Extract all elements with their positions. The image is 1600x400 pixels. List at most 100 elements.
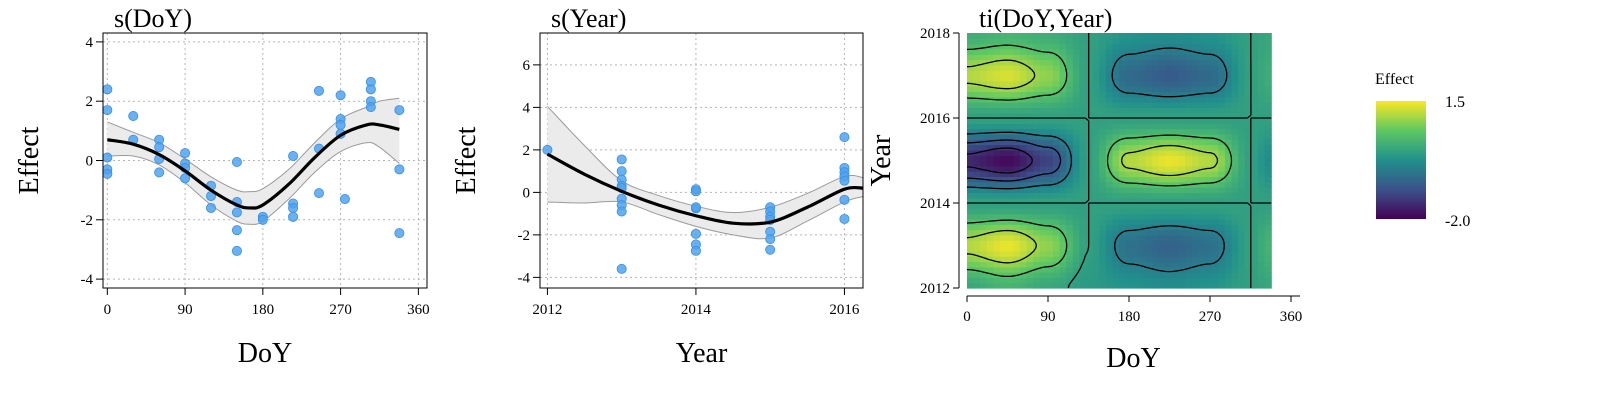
heatmap-cell <box>1125 277 1133 284</box>
heatmap-cell <box>1039 266 1047 273</box>
heatmap-cell <box>1019 229 1028 236</box>
heatmap-cell <box>1158 277 1166 284</box>
heatmap-cell <box>1006 48 1014 55</box>
heatmap-cell <box>1231 213 1239 220</box>
heatmap-cell <box>986 234 995 241</box>
heatmap-cell <box>1052 107 1061 114</box>
heatmap-cell <box>1079 86 1087 93</box>
heatmap-cell <box>1165 59 1173 66</box>
heatmap-cell <box>1072 75 1081 82</box>
heatmap-cell <box>1224 86 1233 93</box>
heatmap-cell <box>1158 192 1166 199</box>
heatmap-cell <box>1158 155 1166 162</box>
heatmap-cell <box>1172 160 1180 167</box>
heatmap-cell <box>986 155 995 162</box>
heatmap-cell <box>1039 272 1047 278</box>
heatmap-cell <box>1218 43 1226 50</box>
heatmap-cell <box>1145 213 1153 220</box>
heatmap-cell <box>1205 123 1213 130</box>
heatmap-cell <box>1198 144 1206 151</box>
heatmap-cell <box>1231 181 1239 188</box>
heatmap-cell <box>1145 107 1153 114</box>
heatmap-cell <box>1000 70 1008 77</box>
heatmap-cell <box>1191 187 1200 193</box>
heatmap-cell <box>1231 160 1239 167</box>
heatmap-cell <box>1079 149 1087 156</box>
heatmap-cell <box>1231 144 1239 151</box>
heatmap-cell <box>1072 229 1081 236</box>
doy-data-point <box>339 194 350 205</box>
heatmap-cell <box>1191 229 1200 236</box>
heatmap-cell <box>1185 128 1193 135</box>
heatmap-cell <box>1264 192 1272 199</box>
heatmap-cell <box>1165 102 1173 108</box>
heatmap-cell <box>986 123 995 130</box>
heatmap-cell <box>1059 149 1067 156</box>
heatmap-cell <box>1092 224 1100 231</box>
heatmap-cell <box>1092 256 1100 263</box>
heatmap-cell <box>967 197 975 204</box>
heatmap-cell <box>1006 54 1014 61</box>
heatmap-cell <box>1052 176 1061 183</box>
heatmap-cell <box>1158 144 1166 151</box>
heatmap-cell <box>980 187 988 193</box>
heatmap-cell <box>1132 234 1140 241</box>
heatmap-cell <box>1251 123 1259 130</box>
heatmap-cell <box>1046 38 1054 45</box>
heatmap-cell <box>1152 203 1160 209</box>
heatmap-cell <box>1099 91 1107 98</box>
heatmap-cell <box>1191 139 1200 146</box>
heatmap-cell <box>1026 75 1034 82</box>
heatmap-cell <box>1172 33 1180 39</box>
heatmap-cell <box>967 261 975 268</box>
heatmap-cell <box>1257 107 1266 114</box>
heatmap-cell <box>1257 149 1266 156</box>
doy-data-point <box>257 214 268 225</box>
heatmap-cell <box>1099 192 1107 199</box>
heatmap-cell <box>1198 139 1206 146</box>
heatmap-cell <box>1257 70 1266 77</box>
heatmap-cell <box>1066 192 1074 199</box>
heatmap-cell <box>1172 75 1180 82</box>
heatmap-cell <box>1178 272 1186 278</box>
heatmap-cell <box>1066 59 1074 66</box>
heatmap-cell <box>1119 43 1127 50</box>
heatmap-cell <box>1059 133 1067 140</box>
heatmap-cell <box>1099 33 1107 39</box>
heatmap-cell <box>1072 80 1081 87</box>
heatmap-cell <box>1046 133 1054 140</box>
heatmap-cell <box>1059 245 1067 252</box>
heatmap-cell <box>986 118 995 124</box>
heatmap-cell <box>1191 118 1200 124</box>
heatmap-cell <box>1059 261 1067 268</box>
heatmap-cell <box>1000 277 1008 284</box>
heatmap-cell <box>1231 282 1239 289</box>
heatmap-cell <box>1006 171 1014 178</box>
heatmap-cell <box>1105 75 1114 82</box>
heatmap-cell <box>993 192 1001 199</box>
heatmap-cell <box>1172 261 1180 268</box>
heatmap-cell <box>986 213 995 220</box>
heatmap-cell <box>1066 48 1074 55</box>
heatmap-cell <box>1013 123 1021 130</box>
heatmap-cell <box>1039 149 1047 156</box>
heatmap-cell <box>1198 213 1206 220</box>
heatmap-cell <box>986 282 995 289</box>
heatmap-cell <box>1172 245 1180 252</box>
heatmap-cell <box>1257 139 1266 146</box>
heatmap-cell <box>1086 272 1094 278</box>
heatmap-cell <box>1138 139 1147 146</box>
heatmap-cell <box>967 86 975 93</box>
heatmap-cell <box>1052 208 1061 215</box>
year-y-tick-label: 6 <box>523 58 531 74</box>
heatmap-cell <box>1198 128 1206 135</box>
heatmap-cell <box>1138 266 1147 273</box>
heatmap-cell <box>1218 240 1226 247</box>
heatmap-cell <box>1013 245 1021 252</box>
heatmap-cell <box>1086 112 1094 119</box>
heatmap-cell <box>1079 250 1087 257</box>
year-data-point <box>690 245 701 256</box>
heatmap-cell <box>1145 250 1153 257</box>
heatmap-cell <box>993 224 1001 231</box>
heatmap-cell <box>1046 234 1054 241</box>
